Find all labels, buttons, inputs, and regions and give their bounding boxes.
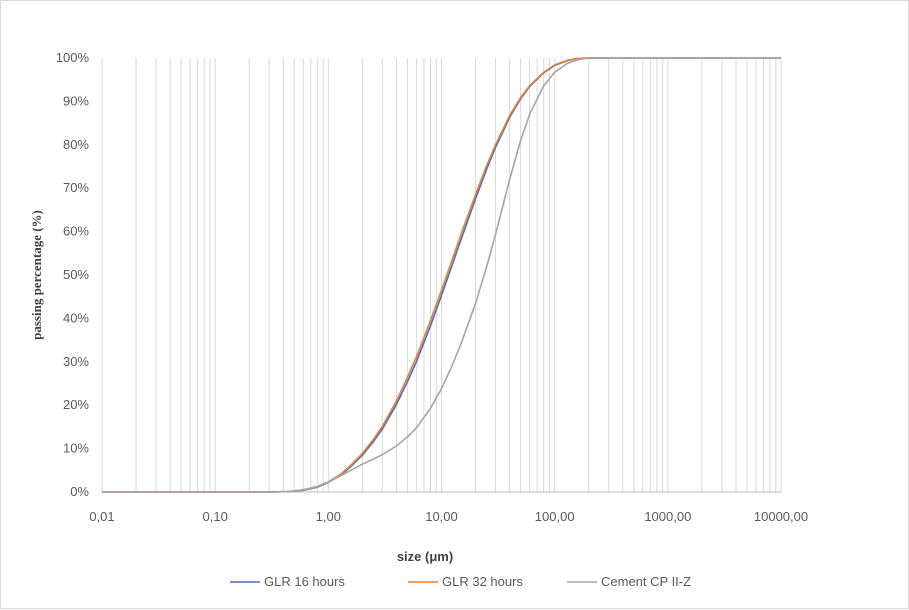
y-tick-label: 30% bbox=[63, 354, 89, 369]
legend: GLR 16 hours GLR 32 hours Cement CP II-Z bbox=[230, 574, 691, 589]
y-tick-label: 50% bbox=[63, 267, 89, 282]
y-tick-label: 0% bbox=[70, 484, 89, 499]
y-axis-title: passing percentage (%) bbox=[29, 210, 44, 340]
series-line-3 bbox=[102, 57, 781, 493]
legend-label: Cement CP II-Z bbox=[601, 574, 691, 589]
x-axis-title: size (μm) bbox=[397, 549, 453, 564]
y-tick-label: 100% bbox=[56, 50, 90, 65]
x-tick-label: 100,00 bbox=[535, 509, 575, 524]
legend-label: GLR 16 hours bbox=[264, 574, 345, 589]
vertical-gridlines bbox=[101, 58, 782, 492]
x-tick-label: 10,00 bbox=[425, 509, 458, 524]
y-tick-label: 80% bbox=[63, 137, 89, 152]
x-tick-label: 1000,00 bbox=[644, 509, 691, 524]
x-tick-label: 1,00 bbox=[316, 509, 341, 524]
series-lines bbox=[102, 57, 781, 493]
y-tick-labels: 0% 10% 20% 30% 40% 50% 60% 70% 80% 90% 100% bbox=[56, 50, 90, 499]
legend-label: GLR 32 hours bbox=[442, 574, 523, 589]
x-tick-label: 0,10 bbox=[203, 509, 228, 524]
y-tick-label: 20% bbox=[63, 397, 89, 412]
y-tick-label: 90% bbox=[63, 93, 89, 108]
y-tick-label: 40% bbox=[63, 310, 89, 325]
y-tick-label: 70% bbox=[63, 180, 89, 195]
x-tick-labels: 0,01 0,10 1,00 10,00 100,00 1000,00 10000,00 bbox=[89, 509, 808, 524]
y-tick-label: 60% bbox=[63, 224, 89, 239]
x-tick-label: 0,01 bbox=[89, 509, 114, 524]
x-tick-label: 10000,00 bbox=[754, 509, 808, 524]
y-tick-label: 10% bbox=[63, 441, 89, 456]
